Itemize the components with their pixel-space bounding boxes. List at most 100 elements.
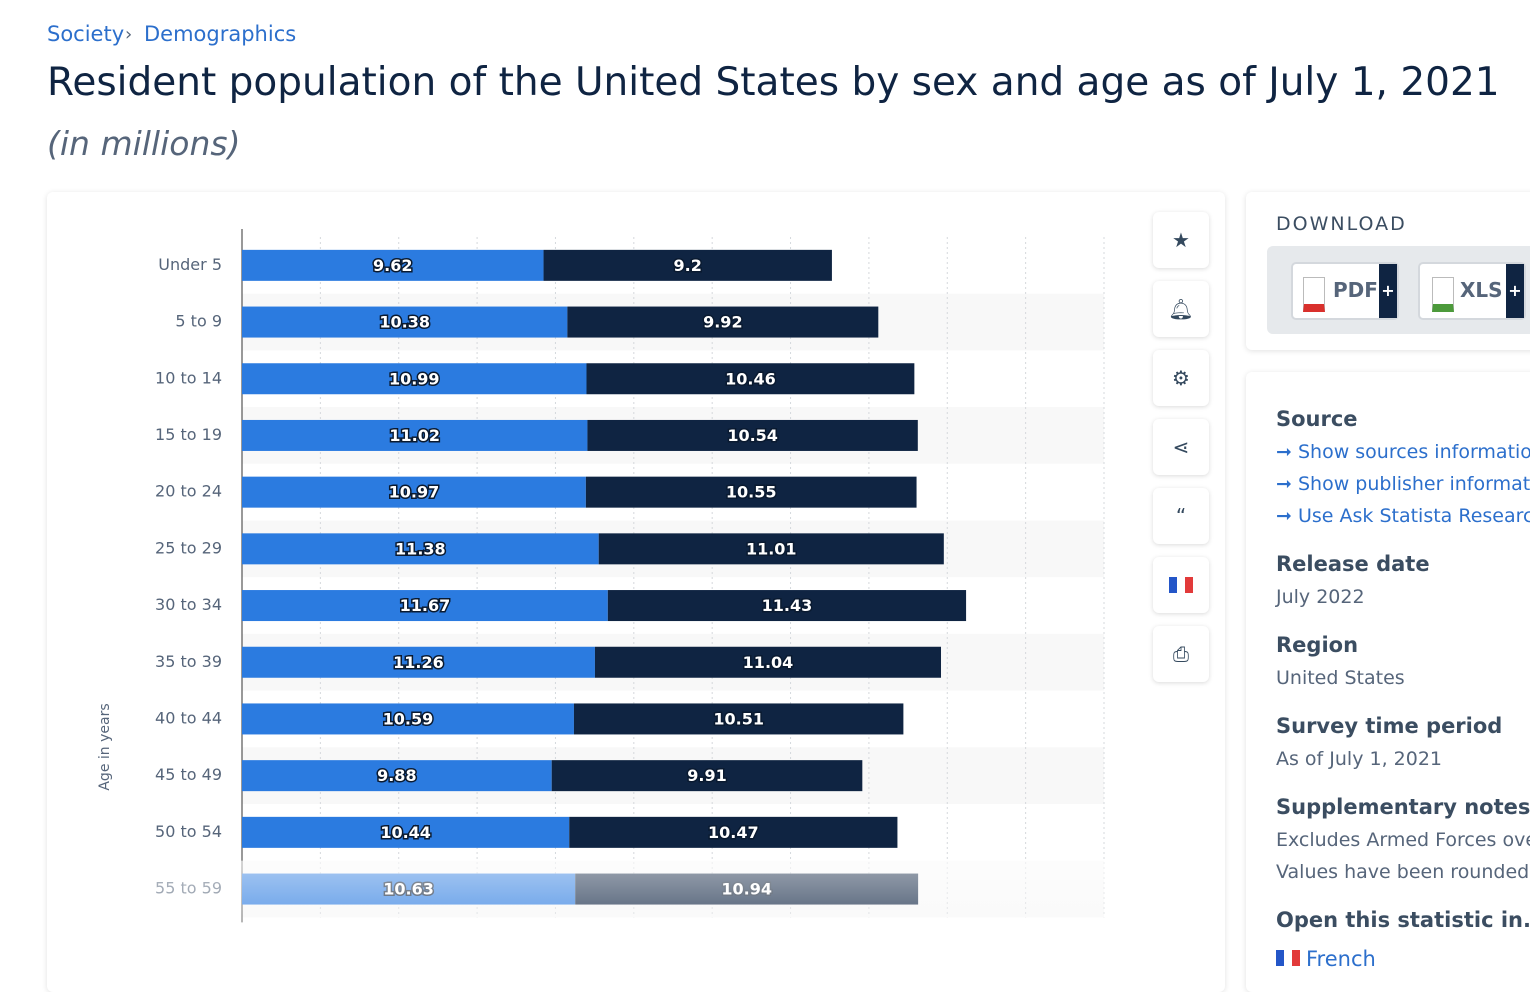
chart: Under 5 9.62 9.2 5 to 9 10.38 9.92 10 to 14 10.…: [47, 229, 1114, 928]
bar: [594, 646, 942, 678]
value-label: 9.91: [687, 766, 726, 785]
y-tick-label: 5 to 9: [175, 312, 222, 331]
value-label: 11.01: [746, 539, 797, 558]
bar: [573, 703, 904, 735]
settings-button[interactable]: ⚙: [1153, 350, 1209, 406]
notification-button[interactable]: 🔔︎: [1153, 281, 1209, 337]
field-label: Survey time period: [1276, 714, 1503, 738]
page-subtitle: (in millions): [47, 124, 241, 163]
field-value: July 2022: [1276, 586, 1365, 608]
breadcrumb-separator: ›: [125, 24, 133, 45]
details-card: Source ➞ Show sources information ➞ Show…: [1246, 372, 1530, 992]
plus: +: [1506, 264, 1524, 318]
y-tick-label: 10 to 14: [155, 368, 222, 387]
bar: [242, 816, 570, 848]
value-label: 10.54: [727, 426, 778, 445]
language-button[interactable]: [1153, 557, 1209, 613]
bar: [586, 363, 915, 395]
value-label: 9.92: [703, 313, 742, 332]
source-link[interactable]: ➞ Use Ask Statista Research Service: [1276, 505, 1530, 527]
note-line: Excludes Armed Forces overseas.: [1276, 829, 1530, 851]
bar: [585, 476, 917, 508]
value-label: 10.55: [726, 483, 777, 502]
page-title: Resident population of the United States…: [47, 60, 1500, 105]
value-label: 11.67: [400, 596, 451, 615]
value-label: 10.47: [708, 823, 759, 842]
breadcrumb-link[interactable]: Society: [47, 22, 125, 46]
y-tick-label: 30 to 34: [155, 595, 222, 614]
bar: [569, 816, 898, 848]
y-tick-label: Under 5: [158, 255, 222, 274]
y-tick-label: 15 to 19: [155, 425, 222, 444]
value-label: 10.46: [725, 369, 776, 388]
breadcrumb-link[interactable]: Demographics: [144, 22, 297, 46]
share-button[interactable]: ⋖: [1153, 419, 1209, 475]
bar: [543, 249, 832, 281]
pdf-label: PDF: [1333, 278, 1378, 302]
source-heading: Source: [1276, 407, 1358, 431]
field-label: Release date: [1276, 552, 1430, 576]
y-tick-label: 20 to 24: [155, 482, 222, 501]
source-link[interactable]: ➞ Show publisher information: [1276, 473, 1530, 495]
bar: [242, 419, 588, 451]
open-heading: Open this statistic in...: [1276, 908, 1530, 932]
language-link[interactable]: French: [1276, 947, 1376, 971]
print-button[interactable]: ⎙: [1153, 626, 1209, 682]
y-tick-label: 25 to 29: [155, 538, 222, 557]
value-label: 11.26: [393, 653, 444, 672]
value-label: 10.38: [379, 313, 430, 332]
bar: [242, 363, 587, 395]
y-tick-label: 35 to 39: [155, 652, 222, 671]
xls-icon: [1432, 277, 1454, 312]
source-link[interactable]: ➞ Show sources information: [1276, 441, 1530, 463]
xls-button[interactable]: XLS +: [1418, 262, 1526, 320]
field-label: Region: [1276, 633, 1359, 657]
field-value: As of July 1, 2021: [1276, 748, 1443, 770]
xls-label: XLS: [1460, 278, 1503, 302]
y-tick-label: 45 to 49: [155, 765, 222, 784]
notes-heading: Supplementary notes: [1276, 795, 1530, 819]
bar: [242, 646, 595, 678]
value-label: 10.59: [383, 709, 434, 728]
bar: [242, 476, 586, 508]
bar: [242, 533, 599, 565]
flag: [1276, 950, 1300, 966]
download-heading: DOWNLOAD: [1276, 213, 1407, 235]
value-label: 10.44: [380, 823, 431, 842]
link-text: French: [1306, 947, 1376, 971]
page: Society › Demographics Resident populati…: [47, 22, 1530, 971]
y-axis-label: Age in years: [97, 703, 113, 790]
y-tick-label: 40 to 44: [155, 708, 222, 727]
value-label: 11.38: [395, 539, 446, 558]
link-text: Show publisher information: [1297, 473, 1530, 495]
chart-card: Under 5 9.62 9.2 5 to 9 10.38 9.92 10 to 14 10.…: [47, 192, 1225, 992]
bar: [242, 703, 574, 735]
value-label: 9.88: [377, 766, 416, 785]
pdf-icon: [1303, 277, 1325, 312]
value-label: 9.62: [373, 256, 412, 275]
cite-button[interactable]: “: [1153, 488, 1209, 544]
value-label: 10.97: [389, 483, 440, 502]
fade-overlay: [47, 860, 1114, 928]
field-value: United States: [1276, 667, 1405, 689]
bar: [242, 306, 568, 338]
pdf-button[interactable]: PDF +: [1291, 262, 1399, 320]
bar: [551, 760, 863, 792]
link-text: Show sources information: [1297, 441, 1530, 463]
plus: +: [1379, 264, 1397, 318]
value-label: 9.2: [674, 256, 702, 275]
value-label: 10.51: [713, 709, 764, 728]
favorite-button[interactable]: ★: [1153, 212, 1209, 268]
bar: [242, 249, 544, 281]
link-text: Use Ask Statista Research Service: [1297, 505, 1530, 527]
y-tick-label: 50 to 54: [155, 822, 222, 841]
bar: [598, 533, 944, 565]
download-card: DOWNLOAD PDF + XLS +: [1246, 192, 1530, 350]
bar: [242, 590, 608, 622]
bar: [242, 760, 552, 792]
flag: [1169, 577, 1193, 593]
download-panel: PDF + XLS +: [1267, 246, 1530, 334]
note-line: Values have been rounded.: [1276, 861, 1530, 883]
bar: [587, 419, 918, 451]
value-label: 11.02: [389, 426, 440, 445]
